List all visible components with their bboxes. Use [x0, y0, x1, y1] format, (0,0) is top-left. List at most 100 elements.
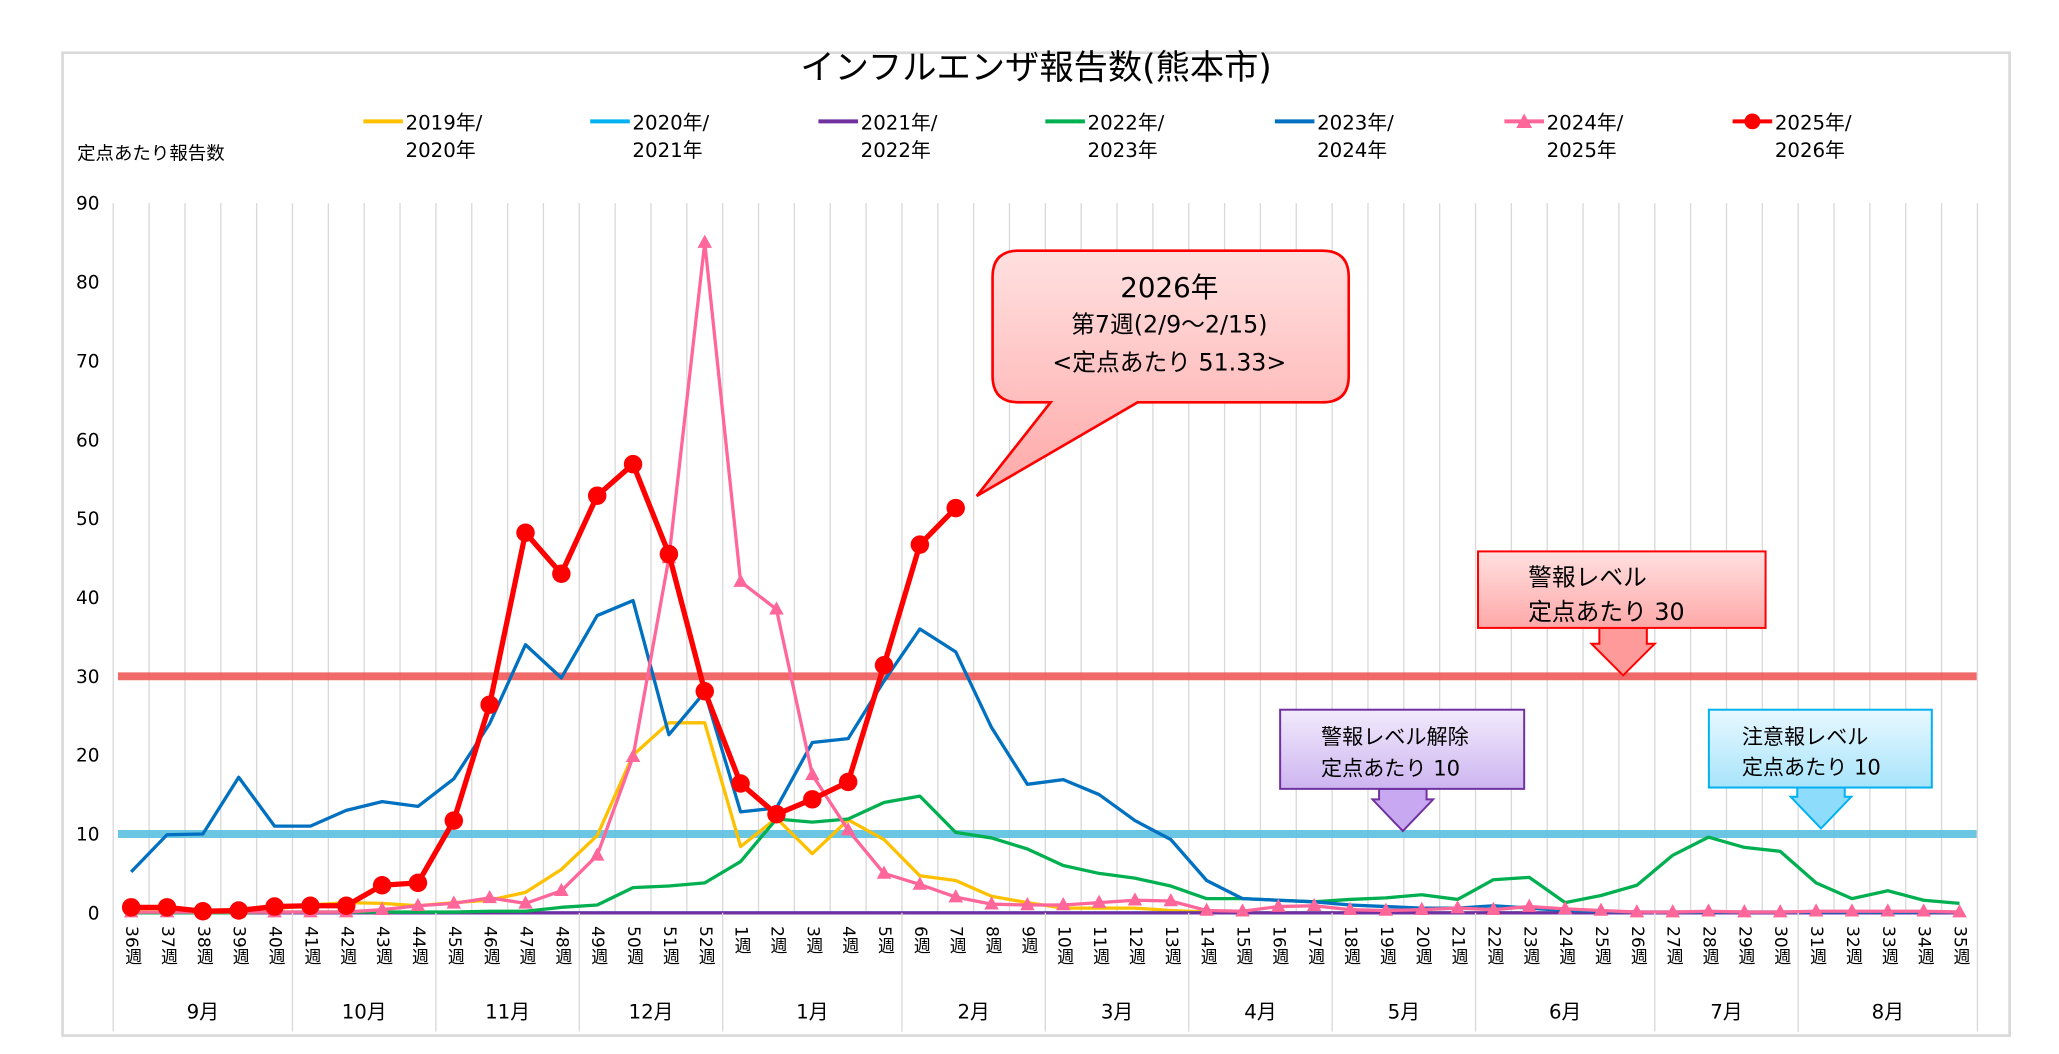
- series-line: [131, 240, 1960, 914]
- data-point: [446, 895, 462, 909]
- data-point: [838, 772, 858, 792]
- series-2026: [121, 454, 965, 921]
- data-point: [984, 896, 999, 910]
- x-tick-label: 22週: [1483, 926, 1504, 965]
- data-point: [444, 811, 464, 830]
- data-point: [480, 695, 499, 714]
- month-label: 3月: [1101, 1000, 1133, 1023]
- x-tick-label: 16週: [1268, 926, 1289, 965]
- alarm-level-callout: 警報レベル 定点あたり 30: [1477, 550, 1767, 677]
- legend-label: 2025年: [1547, 139, 1617, 162]
- alarm-level-label: 警報レベル: [1528, 564, 1647, 592]
- alarm-level-value: 定点あたり 30: [1528, 598, 1684, 626]
- x-tick-label: 19週: [1376, 926, 1397, 965]
- legend-label: 2022年: [861, 139, 931, 162]
- x-axis-week-labels: 36週 37週 38週 39週 40週 41週 42週 43週 44週 45週 46週 47週 48週 4…: [121, 926, 1970, 965]
- legend-marker: [1744, 113, 1761, 130]
- x-tick-label: 23週: [1519, 926, 1540, 965]
- legend-label: 2021年: [632, 139, 702, 162]
- data-point: [1414, 901, 1430, 915]
- legend-label: 2026年: [1775, 139, 1845, 162]
- x-tick-label: 39週: [229, 926, 250, 965]
- x-tick-label: 47週: [516, 926, 537, 965]
- month-label: 4月: [1244, 1000, 1276, 1023]
- data-point: [1593, 902, 1609, 916]
- data-point: [769, 601, 784, 615]
- data-point: [516, 523, 535, 543]
- x-tick-label: 21週: [1448, 926, 1469, 965]
- x-tick-label: 26週: [1627, 926, 1648, 965]
- data-point: [518, 895, 533, 909]
- data-point: [876, 865, 892, 879]
- series-line: [131, 794, 1960, 915]
- legend-marker: [1516, 113, 1533, 128]
- data-point: [695, 682, 714, 701]
- data-point: [912, 876, 928, 890]
- latest-callout-week: 第7週(2/9～2/15): [1071, 310, 1267, 338]
- x-tick-label: 40週: [265, 926, 286, 965]
- x-tick-label: 5週: [874, 926, 895, 954]
- x-tick-label: 1週: [731, 926, 752, 954]
- data-point: [1486, 901, 1501, 915]
- data-point: [1163, 893, 1179, 907]
- x-tick-label: 45週: [444, 926, 465, 965]
- reference-lines: [117, 672, 1977, 838]
- data-point: [805, 766, 820, 781]
- advisory-callout: 注意報レベル 定点あたり 10: [1707, 708, 1933, 830]
- data-point: [767, 805, 786, 824]
- month-label: 11月: [485, 1000, 530, 1023]
- x-tick-label: 43週: [372, 926, 393, 965]
- legend-label: 2022年/: [1088, 111, 1165, 134]
- y-axis-ticks: 0 10 20 30 40 50 60 70 80 90: [76, 194, 99, 925]
- x-tick-label: 20週: [1412, 926, 1433, 965]
- x-tick-label: 29週: [1734, 926, 1755, 965]
- data-point: [1701, 903, 1716, 917]
- legend-label: 2020年/: [632, 111, 709, 134]
- x-tick-label: 27週: [1663, 926, 1684, 965]
- data-point: [1235, 903, 1250, 917]
- y-tick-label: 0: [88, 903, 100, 924]
- x-tick-label: 51週: [659, 926, 680, 965]
- month-label: 12月: [629, 1000, 674, 1023]
- series-2025: [123, 234, 1967, 918]
- x-tick-label: 42週: [336, 926, 357, 965]
- x-tick-label: 41週: [300, 926, 321, 965]
- x-tick-label: 17週: [1304, 926, 1325, 965]
- y-tick-label: 20: [76, 746, 99, 767]
- x-tick-label: 38週: [193, 926, 214, 965]
- data-point: [1450, 900, 1465, 914]
- x-tick-label: 4週: [838, 926, 859, 954]
- alarm-end-value: 定点あたり 10: [1321, 756, 1460, 781]
- data-point: [1055, 897, 1071, 911]
- chart-frame: [61, 51, 2011, 1037]
- y-tick-label: 80: [76, 273, 99, 294]
- x-tick-label: 6週: [910, 926, 931, 954]
- data-point: [1342, 901, 1358, 915]
- alarm-end-box: [1279, 708, 1526, 790]
- data-point: [552, 564, 571, 584]
- latest-callout: 2026年 第7週(2/9～2/15) <定点あたり 51.33>: [975, 249, 1351, 498]
- legend-label: 2019年/: [406, 111, 483, 134]
- y-tick-label: 60: [76, 430, 99, 451]
- x-tick-label: 31週: [1806, 926, 1827, 965]
- x-tick-label: 13週: [1161, 926, 1182, 965]
- data-point: [1952, 904, 1967, 918]
- x-tick-label: 10週: [1053, 926, 1074, 965]
- y-tick-label: 90: [76, 194, 99, 215]
- alarm-level-arrow: [1589, 626, 1658, 677]
- data-point: [1916, 903, 1931, 917]
- series-2023: [131, 794, 1960, 915]
- data-point: [946, 498, 965, 518]
- data-point: [625, 748, 641, 762]
- x-tick-label: 9週: [1017, 926, 1038, 954]
- legend-label: 2024年: [1317, 139, 1387, 162]
- advisory-box: [1707, 708, 1933, 789]
- data-point: [587, 486, 607, 505]
- x-tick-label: 50週: [623, 926, 644, 965]
- data-point: [731, 774, 750, 793]
- latest-callout-year: 2026年: [1120, 271, 1218, 304]
- latest-callout-value: <定点あたり 51.33>: [1052, 349, 1286, 377]
- data-point: [1808, 903, 1824, 917]
- data-point: [372, 876, 392, 895]
- y-axis-label: 定点あたり報告数: [77, 144, 225, 165]
